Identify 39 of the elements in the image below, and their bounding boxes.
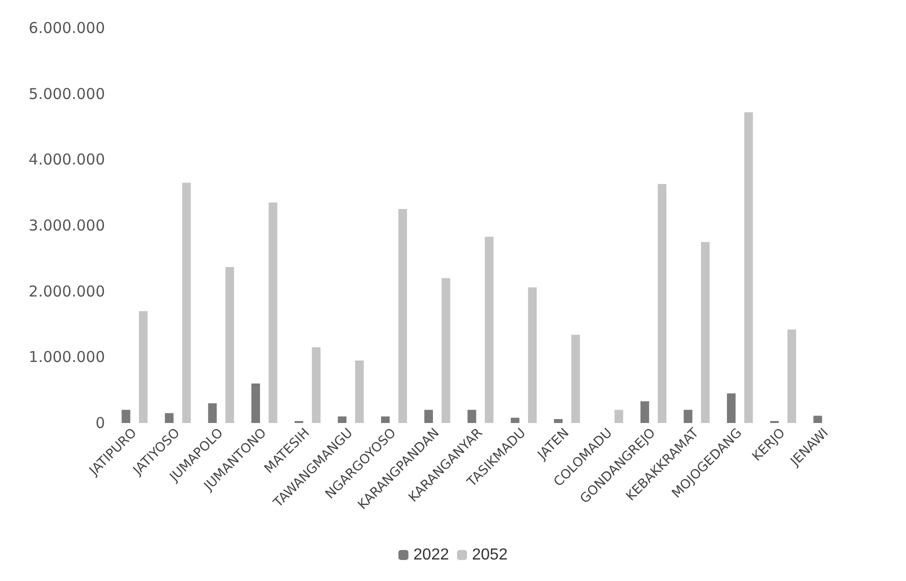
bar (658, 184, 666, 423)
bar (208, 403, 217, 423)
bar (355, 360, 364, 423)
legend-label: 2052 (472, 546, 508, 564)
bar (554, 419, 563, 423)
bar (640, 401, 650, 423)
bar (614, 410, 624, 423)
bar (251, 384, 260, 423)
y-tick-label: 5.000.000 (28, 84, 105, 103)
bar (122, 410, 130, 423)
bar (468, 410, 476, 423)
bar (338, 416, 346, 423)
bar (312, 347, 321, 423)
bar (424, 410, 433, 423)
y-tick-label: 1.000.000 (28, 348, 105, 366)
legend-label: 2022 (413, 546, 450, 564)
y-tick-label: 0 (95, 414, 105, 432)
bar (701, 242, 710, 423)
bar (268, 202, 278, 423)
bar (726, 393, 736, 423)
bar (398, 209, 407, 423)
bar (787, 330, 796, 423)
y-tick-label: 3.000.000 (28, 216, 105, 234)
bar (138, 311, 148, 423)
bar (528, 287, 537, 423)
y-tick-label: 6.000.000 (28, 19, 105, 37)
bar (510, 418, 520, 423)
bar (571, 334, 580, 423)
y-tick-label: 4.000.000 (28, 150, 105, 169)
bar (813, 416, 822, 423)
bar (484, 236, 494, 423)
bar (164, 413, 174, 423)
y-tick-label: 2.000.000 (28, 282, 105, 300)
bar (381, 416, 390, 423)
bar (744, 112, 753, 423)
bar (442, 278, 450, 423)
bar (182, 182, 191, 423)
bar (684, 410, 692, 423)
bar (225, 266, 234, 423)
